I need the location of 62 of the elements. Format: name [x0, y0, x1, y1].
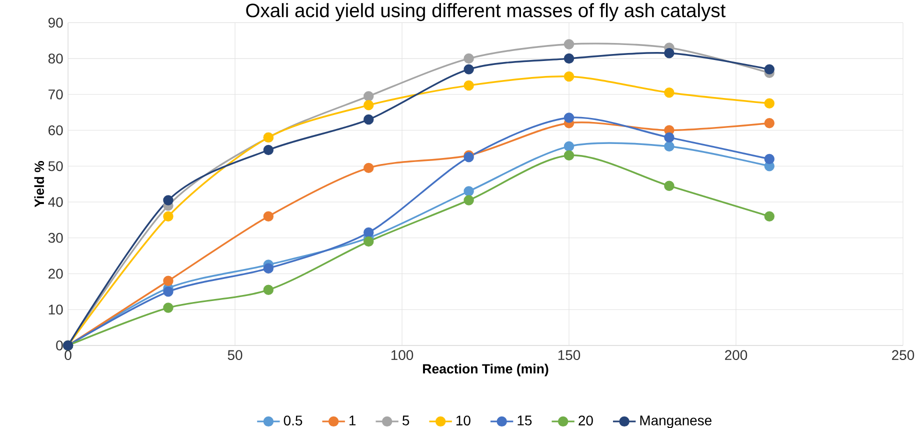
point: [664, 180, 674, 191]
point: [364, 100, 374, 110]
point: [263, 263, 274, 274]
legend-label: 10: [456, 416, 470, 426]
point: [564, 150, 574, 160]
point: [764, 211, 775, 222]
point: [364, 114, 374, 125]
legend-label: 5: [402, 416, 410, 426]
point: [364, 91, 374, 102]
y-tick-label: 60: [48, 125, 63, 136]
y-tick-label: 40: [48, 197, 63, 207]
point: [664, 48, 674, 58]
y-tick-label: 80: [48, 54, 63, 64]
legend-label: 1: [350, 416, 356, 426]
point: [564, 53, 574, 64]
x-tick-label: 100: [391, 350, 414, 360]
y-tick-label: 20: [48, 268, 63, 279]
point: [163, 302, 174, 313]
y-tick-label: 90: [48, 18, 63, 28]
point: [664, 132, 674, 142]
point: [464, 53, 474, 64]
point: [464, 186, 474, 196]
point: [163, 211, 174, 222]
point: [464, 195, 474, 206]
x-tick-label: 200: [725, 350, 748, 360]
point: [263, 144, 274, 156]
y-axis-title: Yield %: [34, 160, 44, 208]
point: [764, 118, 775, 128]
y-tick-label: 50: [48, 161, 63, 172]
y-tick-label: 10: [48, 304, 63, 314]
point: [764, 64, 775, 74]
point: [564, 141, 574, 152]
x-tick-label: 0: [64, 350, 72, 360]
x-axis-title: Reaction Time (min): [423, 364, 548, 376]
x-tick-label: 50: [228, 350, 242, 360]
point: [364, 227, 374, 238]
point: [163, 286, 174, 297]
point: [263, 284, 274, 295]
point: [764, 154, 775, 164]
y-tick-label: 30: [48, 232, 63, 243]
point: [664, 141, 674, 152]
legend-label: 0.5: [284, 416, 302, 426]
point: [764, 98, 775, 108]
point: [564, 71, 574, 82]
point: [464, 64, 474, 74]
x-tick-label: 250: [892, 350, 914, 360]
point: [163, 276, 174, 286]
point: [263, 211, 274, 222]
point: [464, 80, 474, 91]
point: [564, 39, 574, 50]
point: [364, 236, 374, 247]
chart-title: Oxali acid yield using different masses of fly ash catalyst: [246, 3, 726, 22]
point: [664, 87, 674, 98]
x-tick-label: 150: [558, 350, 580, 360]
point: [364, 162, 374, 173]
legend-label: 15: [518, 416, 532, 426]
point: [564, 112, 574, 123]
legend-label: Manganese: [640, 416, 712, 428]
legend-label: 20: [578, 416, 593, 426]
y-tick-label: 0: [56, 340, 63, 350]
point: [163, 195, 174, 206]
y-tick-label: 70: [48, 89, 63, 100]
